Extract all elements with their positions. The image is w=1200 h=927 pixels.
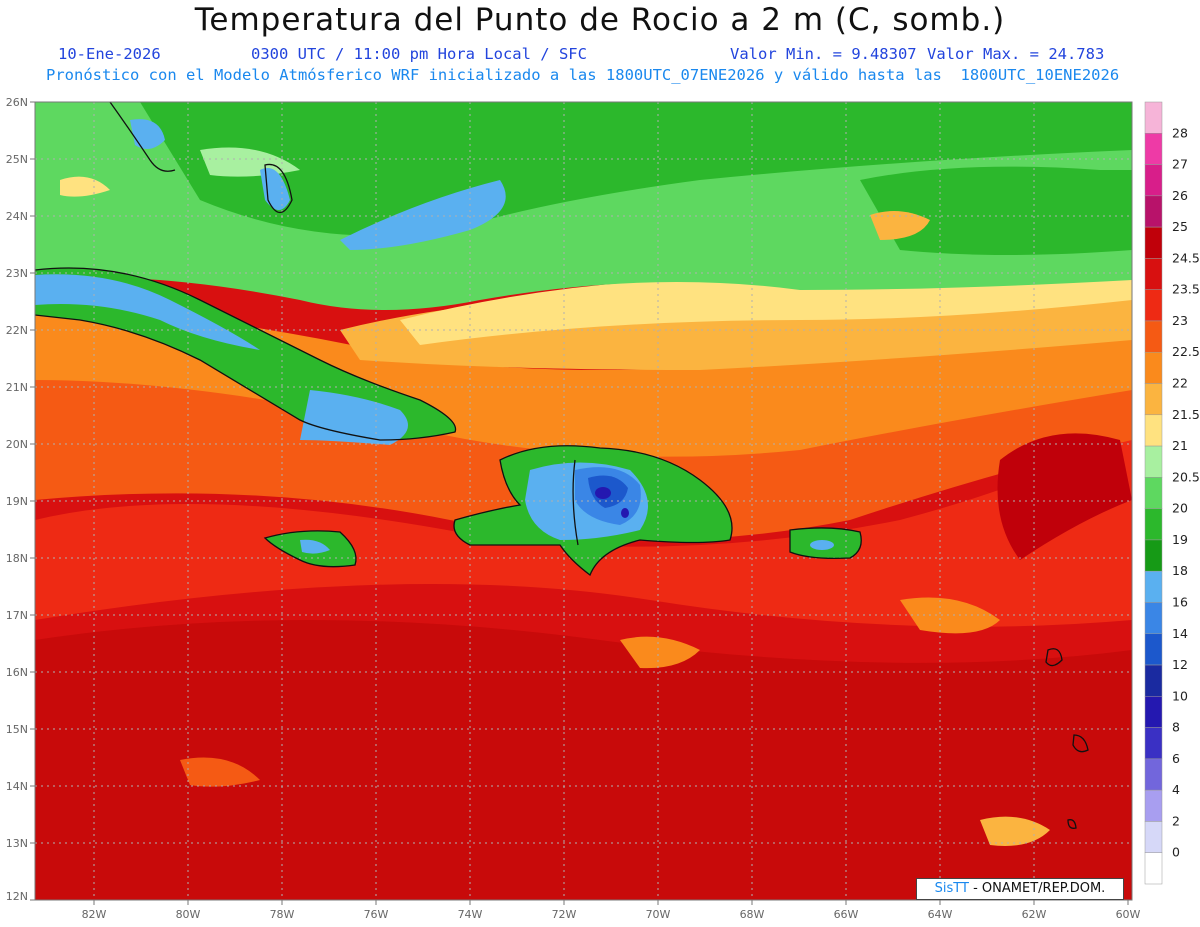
colorbar-swatch [1144, 664, 1163, 697]
colorbar-swatch [1144, 195, 1163, 228]
min-value-label: Valor Min. = 9.48307 [730, 45, 917, 63]
lat-label: 19N [6, 495, 28, 508]
lat-label: 20N [6, 438, 28, 451]
colorbar-swatch [1144, 696, 1163, 728]
colorbar-label: 22 [1172, 376, 1188, 391]
dewpoint-field [35, 102, 1132, 900]
lon-label: 70W [646, 908, 671, 921]
latitude-labels: 26N 25N 24N 23N 22N 21N 20N 19N 18N 17N … [6, 96, 28, 903]
lon-label: 66W [834, 908, 859, 921]
colorbar-swatch [1144, 852, 1163, 885]
lat-label: 15N [6, 723, 28, 736]
colorbar-label: 25 [1172, 219, 1188, 234]
lon-label: 68W [740, 908, 765, 921]
colorbar-swatch [1144, 383, 1163, 416]
lon-label: 76W [364, 908, 389, 921]
colorbar-swatch [1144, 789, 1163, 822]
lon-label: 64W [928, 908, 953, 921]
lat-label: 16N [6, 666, 28, 679]
credit-text: - ONAMET/REP.DOM. [973, 881, 1106, 896]
colorbar-swatch [1144, 539, 1163, 572]
colorbar-swatch [1144, 258, 1163, 290]
lon-label: 80W [176, 908, 201, 921]
colorbar-swatch [1144, 821, 1163, 853]
lat-label: 21N [6, 381, 28, 394]
colorbar-label: 20 [1172, 501, 1188, 516]
lat-label: 25N [6, 153, 28, 166]
max-value-label: Valor Max. = 24.783 [927, 45, 1105, 63]
colorbar-swatch [1144, 445, 1163, 478]
colorbar-swatch [1144, 570, 1163, 603]
lon-label: 60W [1116, 908, 1141, 921]
colorbar-swatch [1144, 758, 1163, 791]
colorbar-label: 22.5 [1172, 344, 1200, 359]
colorbar-swatch [1144, 289, 1163, 322]
colorbar-swatch [1144, 633, 1163, 666]
lat-label: 13N [6, 837, 28, 850]
colorbar-swatch [1144, 101, 1163, 134]
colorbar-label: 2 [1172, 813, 1180, 828]
colorbar-swatch [1144, 508, 1163, 541]
colorbar-label: 21 [1172, 438, 1188, 453]
colorbar-label: 23.5 [1172, 282, 1200, 297]
colorbar-label: 21.5 [1172, 407, 1200, 422]
forecast-date: 10-Ene-2026 [58, 45, 161, 63]
lon-label: 82W [82, 908, 107, 921]
lon-label: 74W [458, 908, 483, 921]
colorbar-label: 27 [1172, 157, 1188, 172]
colorbar-label: 28 [1172, 125, 1188, 140]
lon-label: 78W [270, 908, 295, 921]
colorbar-label: 16 [1172, 594, 1188, 609]
coastlines [34, 101, 1089, 829]
model-info-line: Pronóstico con el Modelo Atmósferico WRF… [46, 66, 1120, 84]
colorbar-swatch [1144, 164, 1163, 197]
lat-label: 18N [6, 552, 28, 565]
colorbar-swatch [1144, 133, 1163, 165]
lat-label: 14N [6, 780, 28, 793]
colorbar-label: 0 [1172, 845, 1180, 860]
longitude-labels: 82W 80W 78W 76W 74W 72W 70W 68W 66W 64W … [82, 908, 1141, 921]
colorbar-swatch [1144, 414, 1163, 447]
lat-label: 22N [6, 324, 28, 337]
sistt-logo: SisTT [934, 881, 969, 896]
graticule [35, 102, 1132, 900]
lon-label: 72W [552, 908, 577, 921]
credit-box: SisTT - ONAMET/REP.DOM. [916, 878, 1124, 900]
lon-label: 62W [1022, 908, 1047, 921]
colorbar-label: 26 [1172, 188, 1188, 203]
colorbar-label: 24.5 [1172, 250, 1200, 265]
colorbar-swatch [1144, 727, 1163, 760]
lat-label: 26N [6, 96, 28, 109]
map-title: Temperatura del Punto de Rocio a 2 m (C,… [194, 2, 1006, 38]
colorbar-label: 19 [1172, 532, 1188, 547]
colorbar-label: 10 [1172, 688, 1188, 703]
lat-label: 17N [6, 609, 28, 622]
colorbar-swatch [1144, 477, 1163, 509]
lat-label: 24N [6, 210, 28, 223]
colorbar-swatch [1144, 602, 1163, 635]
colorbar-swatch [1144, 351, 1163, 384]
colorbar: 2827262524.523.52322.52221.52120.5201918… [1144, 101, 1200, 885]
colorbar-swatch [1144, 226, 1163, 259]
colorbar-swatch [1144, 320, 1163, 353]
colorbar-label: 20.5 [1172, 469, 1200, 484]
colorbar-label: 23 [1172, 313, 1188, 328]
colorbar-label: 18 [1172, 563, 1188, 578]
lat-label: 23N [6, 267, 28, 280]
colorbar-label: 4 [1172, 782, 1180, 797]
colorbar-label: 12 [1172, 657, 1188, 672]
colorbar-label: 6 [1172, 751, 1180, 766]
forecast-time: 0300 UTC / 11:00 pm Hora Local / SFC [251, 45, 587, 63]
colorbar-label: 8 [1172, 720, 1180, 735]
colorbar-label: 14 [1172, 626, 1188, 641]
lat-label: 12N [6, 890, 28, 903]
